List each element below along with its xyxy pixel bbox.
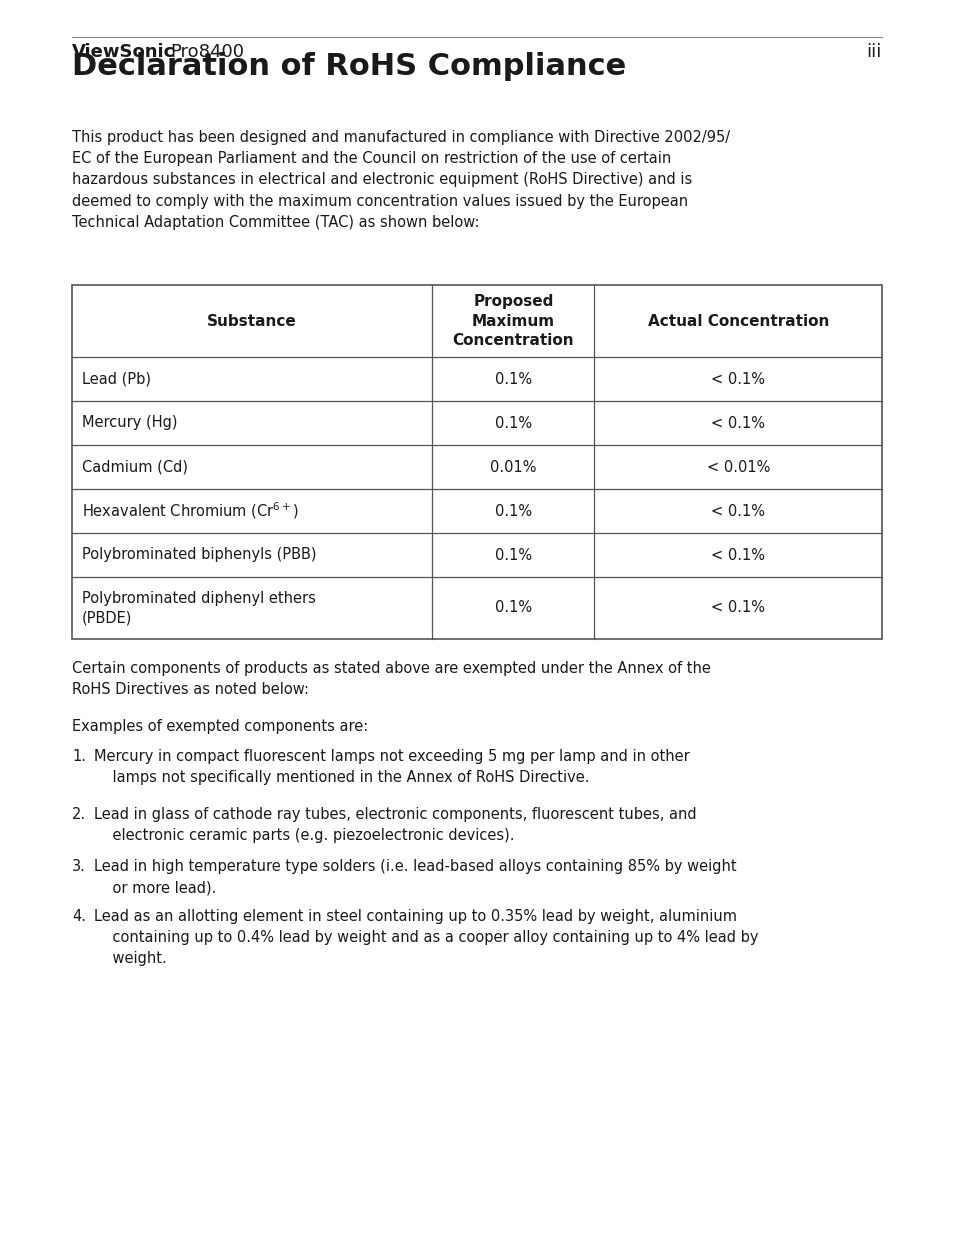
Text: Cadmium (Cd): Cadmium (Cd) [82,459,188,474]
Bar [71,285,882,639]
Text: 3.: 3. [71,859,86,874]
Text: Lead as an allotting element in steel containing up to 0.35% lead by weight, alu: Lead as an allotting element in steel co… [94,908,758,967]
Text: Polybrominated diphenyl ethers
(PBDE): Polybrominated diphenyl ethers (PBDE) [82,591,315,625]
Text: Proposed
Maximum
Concentration: Proposed Maximum Concentration [452,294,574,349]
Text: Hexavalent Chromium (Cr$^{6+}$): Hexavalent Chromium (Cr$^{6+}$) [82,500,298,521]
Text: Mercury in compact fluorescent lamps not exceeding 5 mg per lamp and in other
  : Mercury in compact fluorescent lamps not… [94,750,689,786]
Text: 2.: 2. [71,807,86,822]
Text: < 0.1%: < 0.1% [711,601,764,616]
Text: Lead in glass of cathode ray tubes, electronic components, fluorescent tubes, an: Lead in glass of cathode ray tubes, elec… [94,807,696,843]
Text: Lead in high temperature type solders (i.e. lead-based alloys containing 85% by : Lead in high temperature type solders (i… [94,859,736,895]
Text: This product has been designed and manufactured in compliance with Directive 200: This product has been designed and manuf… [71,130,729,230]
Text: 0.1%: 0.1% [495,504,532,519]
Text: 1.: 1. [71,750,86,764]
Text: Polybrominated biphenyls (PBB): Polybrominated biphenyls (PBB) [82,547,316,562]
Text: Examples of exempted components are:: Examples of exempted components are: [71,719,368,733]
Text: < 0.01%: < 0.01% [706,459,769,474]
Text: Declaration of RoHS Compliance: Declaration of RoHS Compliance [71,52,625,81]
Text: < 0.1%: < 0.1% [711,416,764,431]
Text: Mercury (Hg): Mercury (Hg) [82,416,177,431]
Text: 0.01%: 0.01% [490,459,537,474]
Text: 0.1%: 0.1% [495,371,532,386]
Text: < 0.1%: < 0.1% [711,547,764,562]
Text: 0.1%: 0.1% [495,601,532,616]
Text: Lead (Pb): Lead (Pb) [82,371,151,386]
Text: Pro8400: Pro8400 [170,43,244,61]
Text: 0.1%: 0.1% [495,547,532,562]
Text: 4.: 4. [71,908,86,925]
Text: < 0.1%: < 0.1% [711,371,764,386]
Text: Certain components of products as stated above are exempted under the Annex of t: Certain components of products as stated… [71,661,710,697]
Text: 0.1%: 0.1% [495,416,532,431]
Text: ViewSonic: ViewSonic [71,43,175,61]
Text: iii: iii [865,43,882,61]
Text: Actual Concentration: Actual Concentration [647,314,828,329]
Text: Substance: Substance [207,314,296,329]
Text: < 0.1%: < 0.1% [711,504,764,519]
